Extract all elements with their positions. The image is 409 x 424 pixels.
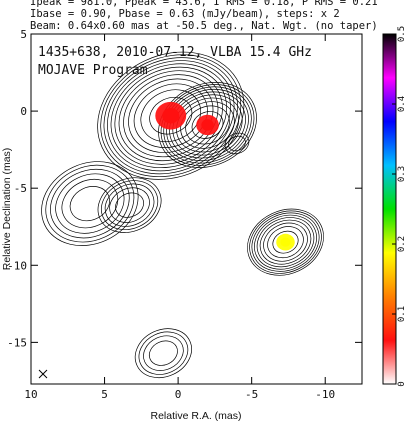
y-axis-label: Relative Declination (mas) bbox=[1, 148, 13, 271]
contour-level bbox=[45, 164, 135, 243]
contour-level bbox=[103, 57, 238, 175]
contour-level bbox=[166, 88, 249, 161]
contour-level bbox=[100, 54, 242, 178]
contour-level bbox=[158, 82, 257, 168]
x-tick-label: -10 bbox=[315, 388, 335, 401]
y-tick-label: 5 bbox=[20, 28, 27, 41]
contour-level bbox=[267, 226, 304, 259]
polarization-color-layer bbox=[155, 101, 295, 251]
contour-level bbox=[133, 83, 208, 148]
contour-level bbox=[97, 51, 245, 180]
x-tick-label: 0 bbox=[175, 388, 182, 401]
contour-level bbox=[185, 105, 230, 145]
axis-tick-labels: 10 5 0 -5 -10 5 0 -5 -10 -15 bbox=[7, 28, 335, 401]
contour-level bbox=[104, 183, 155, 227]
x-tick-label: 10 bbox=[24, 388, 37, 401]
contour-level bbox=[247, 208, 324, 276]
contour-level bbox=[163, 86, 252, 164]
contour-level bbox=[224, 132, 250, 155]
contour-level bbox=[128, 78, 214, 153]
colorbar-tick-label: 0.4 bbox=[397, 96, 407, 112]
map-header: Ipeak = 981.0, Ppeak = 43.6, I RMS = 0.1… bbox=[30, 0, 409, 32]
contour-level bbox=[263, 222, 308, 262]
contour-level bbox=[172, 94, 243, 156]
y-tick-label: 0 bbox=[20, 105, 27, 118]
plot-title: 1435+638, 2010-07-12, VLBA 15.4 GHz bbox=[38, 45, 312, 60]
contour-level bbox=[272, 230, 299, 254]
colorbar bbox=[382, 33, 397, 385]
contour-level bbox=[114, 66, 227, 165]
contour-level bbox=[249, 210, 322, 274]
component-7-contours bbox=[134, 328, 192, 379]
contour-level bbox=[176, 97, 239, 153]
contour-level bbox=[118, 70, 223, 162]
contour-level bbox=[50, 168, 130, 239]
contour-level bbox=[110, 63, 231, 169]
x-tick-label: -5 bbox=[245, 388, 258, 401]
colorbar-tick-label: 0.1 bbox=[397, 306, 407, 322]
plot-frame bbox=[30, 33, 363, 385]
colorbar-tick-label: 0.5 bbox=[397, 26, 407, 42]
contour-level bbox=[180, 101, 235, 149]
colorbar-tick-label: 0.2 bbox=[397, 236, 407, 252]
contour-level bbox=[115, 192, 144, 218]
contour-level bbox=[148, 340, 178, 366]
contour-level bbox=[134, 328, 192, 379]
contour-level bbox=[256, 217, 315, 268]
axis-ticks bbox=[30, 33, 362, 384]
contour-layer bbox=[41, 51, 324, 379]
colorbar-ticks: 0 0.1 0.2 0.3 0.4 0.5 bbox=[392, 26, 407, 387]
contour-level bbox=[109, 187, 150, 223]
y-tick-label: -10 bbox=[7, 259, 27, 272]
contour-level bbox=[191, 111, 224, 139]
contour-level bbox=[149, 96, 193, 135]
contour-level bbox=[107, 60, 235, 172]
contour-level bbox=[228, 135, 246, 152]
colorbar-tick-label: 0.3 bbox=[397, 166, 407, 182]
component-3-contours bbox=[41, 161, 139, 246]
contour-level bbox=[259, 219, 312, 265]
contour-level bbox=[140, 89, 201, 143]
contour-level bbox=[143, 335, 184, 371]
contour-level bbox=[251, 212, 320, 272]
polarization-core-2 bbox=[201, 119, 214, 131]
header-line-peak: Ipeak = 981.0, Ppeak = 43.6, I RMS = 0.1… bbox=[30, 0, 378, 8]
contour-level bbox=[160, 84, 255, 166]
contour-level bbox=[138, 331, 189, 375]
polarization-core-1 bbox=[162, 107, 180, 124]
plot-subtitle: MOJAVE Program bbox=[38, 63, 148, 78]
component-6-contours bbox=[224, 132, 250, 155]
component-5-contours bbox=[247, 208, 324, 276]
polarization-core-5 bbox=[280, 237, 291, 247]
header-line-base: Ibase = 0.90, Pbase = 0.63 (mJy/beam), s… bbox=[30, 8, 340, 20]
contour-level bbox=[69, 186, 110, 222]
contour-level bbox=[169, 91, 246, 159]
contour-level bbox=[41, 161, 139, 246]
colorbar-tick-label: 0 bbox=[397, 381, 407, 386]
contour-level bbox=[61, 178, 119, 229]
y-tick-label: -5 bbox=[14, 182, 27, 195]
x-tick-label: 5 bbox=[101, 388, 108, 401]
contour-level bbox=[101, 180, 159, 230]
header-line-beam: Beam: 0.64x0.60 mas at -50.5 deg., Nat. … bbox=[30, 20, 378, 32]
component-2-contours bbox=[158, 82, 257, 168]
contour-level bbox=[254, 214, 317, 270]
beam-marker bbox=[38, 369, 48, 379]
contour-level bbox=[97, 177, 162, 233]
contour-level bbox=[55, 173, 125, 234]
component-4-contours bbox=[97, 177, 162, 233]
x-axis-label: Relative R.A. (mas) bbox=[150, 410, 241, 422]
y-tick-label: -15 bbox=[7, 336, 27, 349]
